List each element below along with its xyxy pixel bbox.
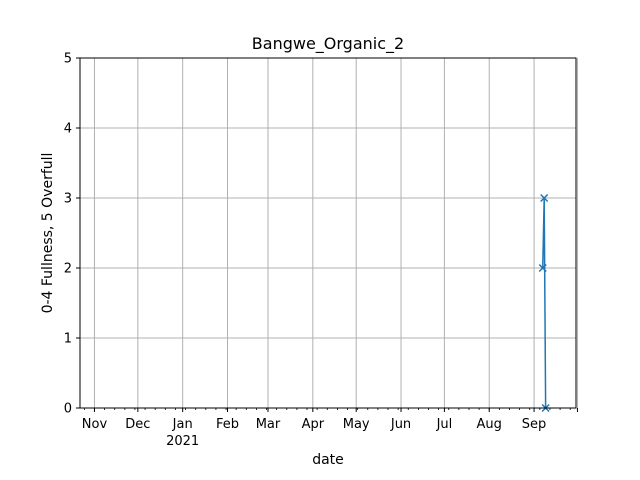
y-tick-label: 5 [64, 52, 72, 67]
grid [80, 57, 578, 409]
x-tick-label: Nov [82, 417, 108, 432]
x-tick-sublabel: 2021 [166, 434, 199, 449]
x-tick-label: Dec [125, 417, 150, 432]
x-tick-label: Feb [216, 417, 239, 432]
x-tick-label: Jul [436, 417, 453, 432]
y-tick-label: 2 [64, 262, 72, 277]
chart-title: Bangwe_Organic_2 [252, 34, 404, 54]
data-point-marker [540, 193, 549, 203]
x-tick-label: May [343, 417, 370, 432]
y-tick-label: 3 [64, 192, 72, 207]
x-tick-label: Apr [302, 417, 325, 432]
y-axis-ticks: 0 1 2 3 4 5 [64, 52, 80, 417]
y-axis-label: 0-4 Fullness, 5 Overfull [40, 153, 56, 314]
data-point-marker [538, 263, 547, 273]
x-axis-label: date [312, 452, 344, 468]
x-axis-ticks: Nov Dec Jan 2021 Feb Mar Apr May Jun Jul Aug Sep [82, 408, 578, 449]
y-tick-label: 4 [64, 122, 72, 137]
plot-frame [79, 57, 577, 409]
x-tick-label: Jan [172, 417, 193, 432]
y-tick-label: 1 [64, 332, 72, 347]
x-tick-label: Jun [390, 417, 411, 432]
x-tick-label: Mar [256, 417, 281, 432]
y-tick-label: 0 [64, 402, 72, 417]
x-tick-label: Sep [522, 417, 547, 432]
x-tick-label: Aug [477, 417, 502, 432]
